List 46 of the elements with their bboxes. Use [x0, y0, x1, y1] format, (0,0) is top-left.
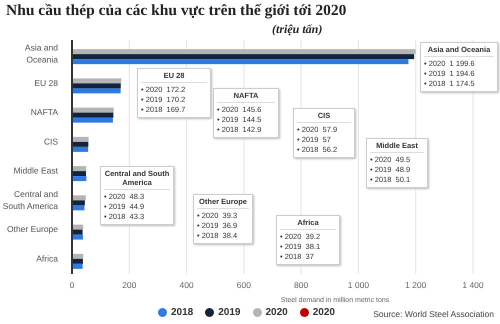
- bar: [72, 118, 113, 123]
- x-tick-label: 400: [179, 280, 194, 290]
- bar: [72, 205, 84, 210]
- bar: [72, 78, 122, 84]
- bar: [72, 59, 408, 64]
- chart-title: Nhu cầu thép của các khu vực trên thế giới tới 2020: [6, 2, 346, 20]
- y-tick-label: CIS: [44, 136, 58, 147]
- y-tick-label: NAFTA: [30, 107, 58, 118]
- x-tick-label: 1 000: [348, 280, 370, 290]
- bar: [72, 230, 83, 235]
- x-tick-label: 600: [236, 280, 252, 290]
- legend-label: 2020: [264, 307, 288, 318]
- x-tick-label: 800: [294, 280, 309, 290]
- bar: [72, 171, 86, 176]
- legend-label: 2019: [217, 307, 240, 318]
- y-tick-label: Asia and Oceania: [24, 42, 58, 65]
- bar: [72, 136, 89, 142]
- y-tick-label: Africa: [36, 254, 58, 264]
- bar: [72, 83, 121, 88]
- bar: [72, 176, 86, 182]
- y-tick-label: Middle East: [14, 166, 59, 176]
- x-tick-label: 200: [122, 280, 137, 290]
- bar: [72, 195, 86, 200]
- legend-label: 2018: [170, 307, 194, 318]
- bar: [72, 49, 416, 54]
- bar: [72, 88, 121, 94]
- bar: [72, 108, 114, 113]
- bar: [72, 146, 88, 152]
- bar: [72, 264, 83, 269]
- bar: [72, 112, 114, 118]
- bar: [72, 166, 86, 172]
- y-tick-label: EU 28: [34, 78, 58, 88]
- legend-label: 2020: [312, 307, 335, 318]
- x-tick-label: 0: [70, 280, 75, 290]
- bar: [72, 142, 88, 147]
- bar: [72, 200, 85, 206]
- y-tick-label: Other Europe: [6, 224, 58, 234]
- bar: [72, 54, 414, 60]
- chart-subtitle: (triệu tấn): [272, 22, 322, 37]
- source-note: Source: World Steel Association: [373, 309, 494, 319]
- y-tick-label: Central and South America: [2, 189, 58, 212]
- bar: [72, 258, 83, 264]
- bar: [72, 224, 84, 230]
- bar: [72, 234, 83, 240]
- x-tick-label: 1 400: [462, 280, 484, 290]
- x-tick-label: 1 200: [405, 280, 427, 290]
